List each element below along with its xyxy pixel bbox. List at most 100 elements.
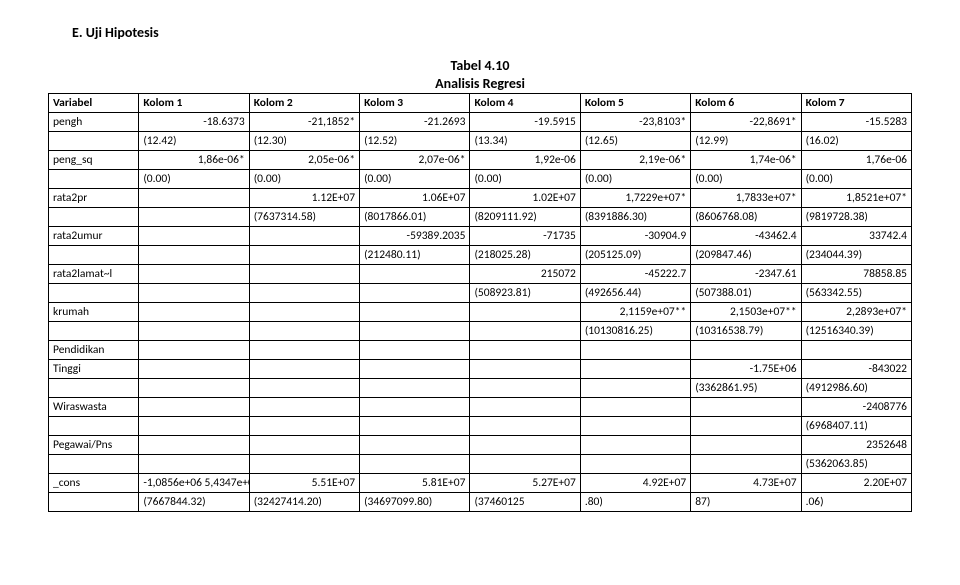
row-label: peng_sq [49, 151, 139, 170]
cell: (0.00) [360, 170, 470, 189]
row-label [49, 170, 139, 189]
cell: (37460125 [470, 493, 580, 512]
cell: (508923.81) [470, 284, 580, 303]
section-heading: E. Uji Hipotesis [72, 24, 912, 41]
cell: -2347.61 [691, 265, 801, 284]
cell: 1.02E+07 [470, 189, 580, 208]
cell [249, 436, 359, 455]
cell: (12516340.39) [801, 322, 911, 341]
cell: 1,76e-06 [801, 151, 911, 170]
cell: -30904.9 [580, 227, 690, 246]
row-label [49, 455, 139, 474]
cell: 2,2893e+07* [801, 303, 911, 322]
table-row: Tinggi-1.75E+06-843022 [49, 360, 912, 379]
table-row: (508923.81)(492656.44)(507388.01)(563342… [49, 284, 912, 303]
cell: -71735 [470, 227, 580, 246]
cell: (5362063.85) [801, 455, 911, 474]
cell: (0.00) [249, 170, 359, 189]
cell [360, 265, 470, 284]
cell [139, 398, 249, 417]
cell: 1.12E+07 [249, 189, 359, 208]
row-label: pengh [49, 113, 139, 132]
cell: -21,1852* [249, 113, 359, 132]
cell: -1.75E+06 [691, 360, 801, 379]
cell: 87) [691, 493, 801, 512]
cell [139, 417, 249, 436]
cell [249, 303, 359, 322]
cell [249, 246, 359, 265]
cell: 33742.4 [801, 227, 911, 246]
cell [139, 265, 249, 284]
cell: .80) [580, 493, 690, 512]
row-label [49, 246, 139, 265]
cell: (3362861.95) [691, 379, 801, 398]
cell [470, 322, 580, 341]
cell: 2,1503e+07** [691, 303, 801, 322]
cell [139, 227, 249, 246]
cell: 1,8521e+07* [801, 189, 911, 208]
cell [139, 284, 249, 303]
cell: 215072 [470, 265, 580, 284]
cell [470, 379, 580, 398]
table-row: Wiraswasta-2408776 [49, 398, 912, 417]
cell: (8391886.30) [580, 208, 690, 227]
cell [360, 417, 470, 436]
col-header-variabel: Variabel [49, 94, 139, 113]
cell: (7667844.32) [139, 493, 249, 512]
cell [580, 341, 690, 360]
col-header-kolom-6: Kolom 6 [691, 94, 801, 113]
table-row: rata2pr1.12E+071.06E+071.02E+071,7229e+0… [49, 189, 912, 208]
cell [249, 322, 359, 341]
cell: -43462.4 [691, 227, 801, 246]
table-row: peng_sq1,86e-06*2,05e-06*2,07e-06*1,92e-… [49, 151, 912, 170]
cell: -19.5915 [470, 113, 580, 132]
cell: 5.51E+07 [249, 474, 359, 493]
col-header-kolom-7: Kolom 7 [801, 94, 911, 113]
table-row: (212480.11)(218025.28)(205125.09)(209847… [49, 246, 912, 265]
cell: 4.73E+07 [691, 474, 801, 493]
row-label: _cons [49, 474, 139, 493]
cell: -2408776 [801, 398, 911, 417]
table-row: (12.42)(12.30)(12.52)(13.34)(12.65)(12.9… [49, 132, 912, 151]
cell: (12.42) [139, 132, 249, 151]
cell: 5.27E+07 [470, 474, 580, 493]
cell [139, 208, 249, 227]
cell [139, 246, 249, 265]
cell: 1.06E+07 [360, 189, 470, 208]
table-header-row: VariabelKolom 1Kolom 2Kolom 3Kolom 4Kolo… [49, 94, 912, 113]
cell [360, 436, 470, 455]
table-row: rata2lamat~l215072-45222.7-2347.6178858.… [49, 265, 912, 284]
cell: (4912986.60) [801, 379, 911, 398]
row-label: rata2lamat~l [49, 265, 139, 284]
cell: (209847.46) [691, 246, 801, 265]
cell [139, 455, 249, 474]
cell: (205125.09) [580, 246, 690, 265]
cell [360, 284, 470, 303]
cell: (0.00) [691, 170, 801, 189]
cell [470, 398, 580, 417]
cell [249, 227, 359, 246]
cell [580, 398, 690, 417]
cell: (492656.44) [580, 284, 690, 303]
cell: (6968407.11) [801, 417, 911, 436]
cell: 2.20E+07 [801, 474, 911, 493]
cell [249, 341, 359, 360]
cell: (0.00) [580, 170, 690, 189]
cell [139, 322, 249, 341]
cell [470, 360, 580, 379]
cell: 78858.85 [801, 265, 911, 284]
cell [249, 284, 359, 303]
cell: 1,92e-06 [470, 151, 580, 170]
cell: -21.2693 [360, 113, 470, 132]
row-label: krumah [49, 303, 139, 322]
cell: (10316538.79) [691, 322, 801, 341]
table-row: (0.00)(0.00)(0.00)(0.00)(0.00)(0.00)(0.0… [49, 170, 912, 189]
cell: -59389.2035 [360, 227, 470, 246]
cell: -15.5283 [801, 113, 911, 132]
cell [249, 417, 359, 436]
cell: (16.02) [801, 132, 911, 151]
cell: -843022 [801, 360, 911, 379]
row-label: rata2pr [49, 189, 139, 208]
table-caption-line1: Tabel 4.10 [48, 57, 912, 75]
cell [470, 455, 580, 474]
